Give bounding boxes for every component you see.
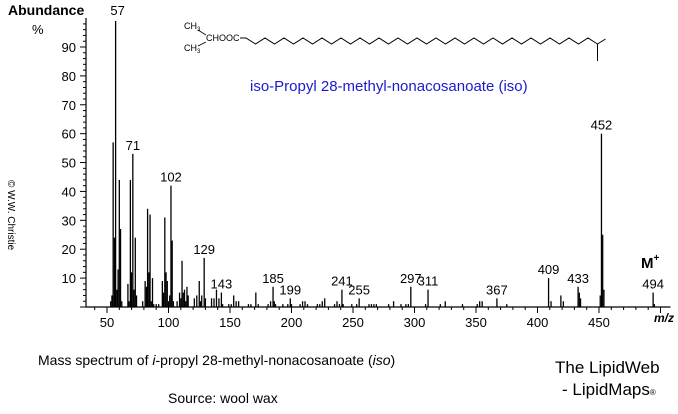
svg-text:494: 494	[642, 277, 664, 292]
svg-text:102: 102	[160, 170, 182, 185]
svg-text:200: 200	[281, 315, 303, 330]
svg-text:241: 241	[331, 274, 353, 289]
svg-text:400: 400	[527, 315, 549, 330]
brand-line-1: The LipidWeb	[555, 358, 660, 377]
chemical-structure: CH3 CH3 CHOOC	[184, 21, 606, 61]
spectrum-peaks	[110, 21, 655, 307]
svg-text:350: 350	[465, 315, 487, 330]
copyright-text: © W.W. Christie	[5, 180, 16, 251]
svg-text:40: 40	[62, 184, 76, 199]
x-axis-label: m/z	[654, 311, 674, 325]
brand-line-2: - LipidMaps®	[562, 380, 656, 399]
svg-text:409: 409	[538, 262, 560, 277]
ester-group: CHOOC	[206, 33, 240, 43]
ch3-top: CH3	[184, 21, 201, 33]
svg-text:433: 433	[567, 271, 589, 286]
y-axis-label: Abundance	[8, 2, 85, 18]
svg-text:20: 20	[62, 242, 76, 257]
svg-text:80: 80	[62, 69, 76, 84]
svg-text:185: 185	[262, 271, 284, 286]
svg-text:143: 143	[211, 277, 233, 292]
svg-text:450: 450	[588, 315, 610, 330]
molecular-ion-label: M+	[641, 253, 660, 272]
svg-text:10: 10	[62, 271, 76, 286]
svg-text:150: 150	[219, 315, 241, 330]
svg-text:250: 250	[342, 315, 364, 330]
alkyl-chain	[240, 37, 598, 45]
svg-text:90: 90	[62, 40, 76, 55]
svg-text:60: 60	[62, 127, 76, 142]
svg-text:70: 70	[62, 98, 76, 113]
ch3-bottom: CH3	[184, 43, 201, 55]
svg-text:367: 367	[486, 282, 508, 297]
svg-text:50: 50	[100, 315, 114, 330]
svg-text:300: 300	[404, 315, 426, 330]
svg-text:71: 71	[126, 138, 140, 153]
svg-text:297: 297	[400, 271, 422, 286]
y-axis-unit: %	[32, 22, 44, 37]
svg-text:311: 311	[418, 274, 439, 289]
svg-text:50: 50	[62, 156, 76, 171]
svg-text:199: 199	[279, 282, 301, 297]
svg-text:129: 129	[193, 242, 215, 257]
svg-text:30: 30	[62, 213, 76, 228]
svg-text:100: 100	[158, 315, 180, 330]
compound-name: iso-Propyl 28-methyl-nonacosanoate (iso)	[250, 78, 528, 95]
svg-text:255: 255	[348, 282, 370, 297]
svg-text:57: 57	[110, 3, 124, 18]
source-text: Source: wool wax	[168, 390, 278, 406]
svg-text:452: 452	[591, 118, 613, 133]
caption: Mass spectrum of i-propyl 28-methyl-nona…	[38, 352, 396, 368]
